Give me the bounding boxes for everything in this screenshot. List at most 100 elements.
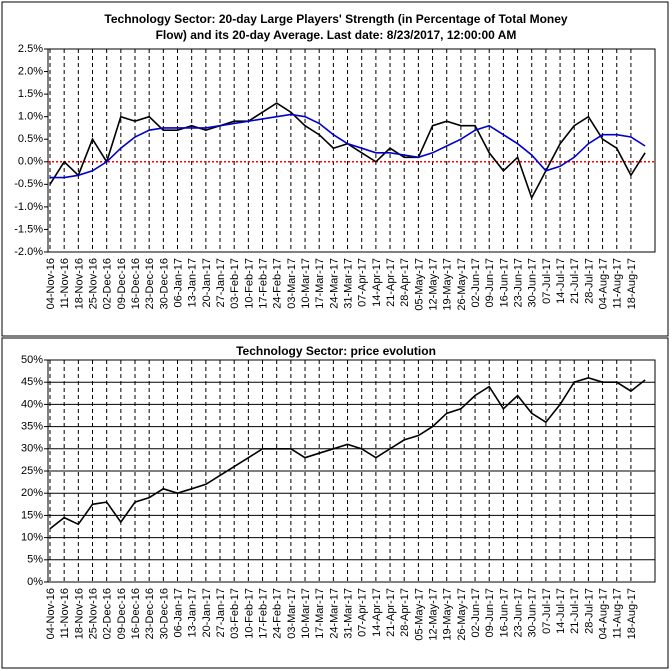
y-tick-label: -2.0% [14, 246, 43, 258]
x-tick-label: 06-Jan-17 [173, 258, 185, 308]
chart-title: Technology Sector: price evolution [236, 344, 436, 358]
y-tick-label: 1.0% [18, 111, 43, 123]
y-tick-label: -1.5% [14, 223, 43, 235]
x-tick-label: 04-Nov-16 [45, 258, 57, 309]
x-tick-label: 24-Mar-17 [328, 588, 340, 639]
data-line [50, 113, 646, 179]
x-tick-label: 17-Mar-17 [314, 588, 326, 639]
x-tick-label: 04-Aug-17 [598, 588, 610, 639]
x-tick-label: 10-Mar-17 [300, 588, 312, 639]
x-tick-label: 14-Jul-17 [555, 258, 567, 304]
y-tick-label: 2.5% [18, 43, 43, 55]
x-tick-label: 20-Jan-17 [201, 588, 213, 638]
x-tick-label: 11-Nov-16 [59, 588, 71, 639]
x-tick-label: 17-Mar-17 [314, 258, 326, 309]
x-tick-label: 18-Nov-16 [73, 258, 85, 309]
x-tick-label: 30-Dec-16 [158, 258, 170, 309]
x-tick-label: 23-Dec-16 [144, 258, 156, 309]
x-tick-label: 06-Jan-17 [173, 588, 185, 638]
x-tick-label: 28-Apr-17 [399, 588, 411, 637]
x-tick-label: 31-Mar-17 [343, 258, 355, 309]
x-tick-label: 28-Jul-17 [583, 588, 595, 634]
x-tick-label: 30-Jun-17 [527, 258, 539, 308]
y-tick-label: 20% [21, 487, 43, 499]
x-tick-label: 03-Mar-17 [286, 588, 298, 639]
x-tick-label: 16-Jun-17 [498, 258, 510, 308]
y-tick-label: 0.0% [18, 156, 43, 168]
x-tick-label: 25-Nov-16 [88, 258, 100, 309]
x-tick-label: 07-Jul-17 [541, 588, 553, 634]
x-tick-label: 27-Jan-17 [215, 588, 227, 638]
x-tick-label: 20-Jan-17 [201, 258, 213, 308]
x-tick-label: 23-Jun-17 [513, 258, 525, 308]
x-tick-label: 30-Dec-16 [158, 588, 170, 639]
x-tick-label: 03-Feb-17 [229, 258, 241, 309]
x-tick-label: 12-May-17 [428, 258, 440, 311]
y-tick-label: 2.0% [18, 65, 43, 77]
x-tick-label: 19-May-17 [442, 258, 454, 311]
x-tick-label: 31-Mar-17 [343, 588, 355, 639]
x-tick-label: 23-Dec-16 [144, 588, 156, 639]
y-tick-label: 35% [21, 421, 43, 433]
x-tick-label: 11-Aug-17 [612, 588, 624, 639]
x-tick-label: 09-Jun-17 [484, 588, 496, 638]
chart-title: Technology Sector: 20-day Large Players'… [104, 12, 568, 26]
x-tick-label: 10-Feb-17 [243, 258, 255, 309]
x-tick-label: 12-May-17 [428, 588, 440, 641]
x-tick-label: 13-Jan-17 [187, 258, 199, 308]
x-tick-label: 07-Apr-17 [357, 588, 369, 637]
x-tick-label: 14-Apr-17 [371, 588, 383, 637]
x-tick-label: 28-Jul-17 [583, 258, 595, 304]
x-tick-label: 09-Dec-16 [116, 258, 128, 309]
x-tick-label: 18-Aug-17 [626, 258, 638, 309]
x-tick-label: 16-Dec-16 [130, 258, 142, 309]
x-tick-label: 03-Feb-17 [229, 588, 241, 639]
y-tick-label: -0.5% [14, 178, 43, 190]
x-tick-label: 18-Nov-16 [73, 588, 85, 639]
x-tick-label: 18-Aug-17 [626, 588, 638, 639]
x-tick-label: 21-Jul-17 [569, 588, 581, 634]
x-tick-label: 24-Feb-17 [272, 588, 284, 639]
y-tick-label: 30% [21, 443, 43, 455]
x-tick-label: 05-May-17 [413, 258, 425, 311]
data-line [49, 376, 646, 530]
x-tick-label: 21-Apr-17 [385, 258, 397, 307]
x-tick-label: 11-Nov-16 [59, 258, 71, 309]
y-tick-label: 0% [27, 576, 43, 588]
x-tick-label: 07-Jul-17 [541, 258, 553, 304]
y-tick-label: 50% [21, 354, 43, 366]
x-tick-label: 03-Mar-17 [286, 258, 298, 309]
x-tick-label: 10-Mar-17 [300, 258, 312, 309]
x-tick-label: 28-Apr-17 [399, 258, 411, 307]
x-tick-label: 17-Feb-17 [258, 588, 270, 639]
y-tick-label: 1.5% [18, 88, 43, 100]
x-tick-label: 07-Apr-17 [357, 258, 369, 307]
x-tick-label: 10-Feb-17 [243, 588, 255, 639]
x-tick-label: 05-May-17 [413, 588, 425, 641]
x-tick-label: 25-Nov-16 [88, 588, 100, 639]
x-tick-label: 21-Jul-17 [569, 258, 581, 304]
x-tick-label: 27-Jan-17 [215, 258, 227, 308]
x-tick-label: 24-Feb-17 [272, 258, 284, 309]
y-tick-label: 10% [21, 532, 43, 544]
x-tick-label: 26-May-17 [456, 588, 468, 641]
x-tick-label: 02-Dec-16 [102, 588, 114, 639]
x-tick-label: 30-Jun-17 [527, 588, 539, 638]
chart-title: Flow) and its 20-day Average. Last date:… [156, 28, 517, 42]
y-tick-label: 25% [21, 465, 43, 477]
x-tick-label: 09-Jun-17 [484, 258, 496, 308]
x-tick-label: 17-Feb-17 [258, 258, 270, 309]
x-tick-label: 09-Dec-16 [116, 588, 128, 639]
y-tick-label: 0.5% [18, 133, 43, 145]
y-tick-label: 5% [27, 554, 43, 566]
x-tick-label: 24-Mar-17 [328, 258, 340, 309]
x-tick-label: 14-Jul-17 [555, 588, 567, 634]
x-tick-label: 04-Nov-16 [45, 588, 57, 639]
x-tick-label: 16-Dec-16 [130, 588, 142, 639]
x-tick-label: 02-Dec-16 [102, 258, 114, 309]
x-tick-label: 19-May-17 [442, 588, 454, 641]
y-tick-label: 40% [21, 398, 43, 410]
y-tick-label: -1.0% [14, 201, 43, 213]
y-tick-label: 15% [21, 509, 43, 521]
